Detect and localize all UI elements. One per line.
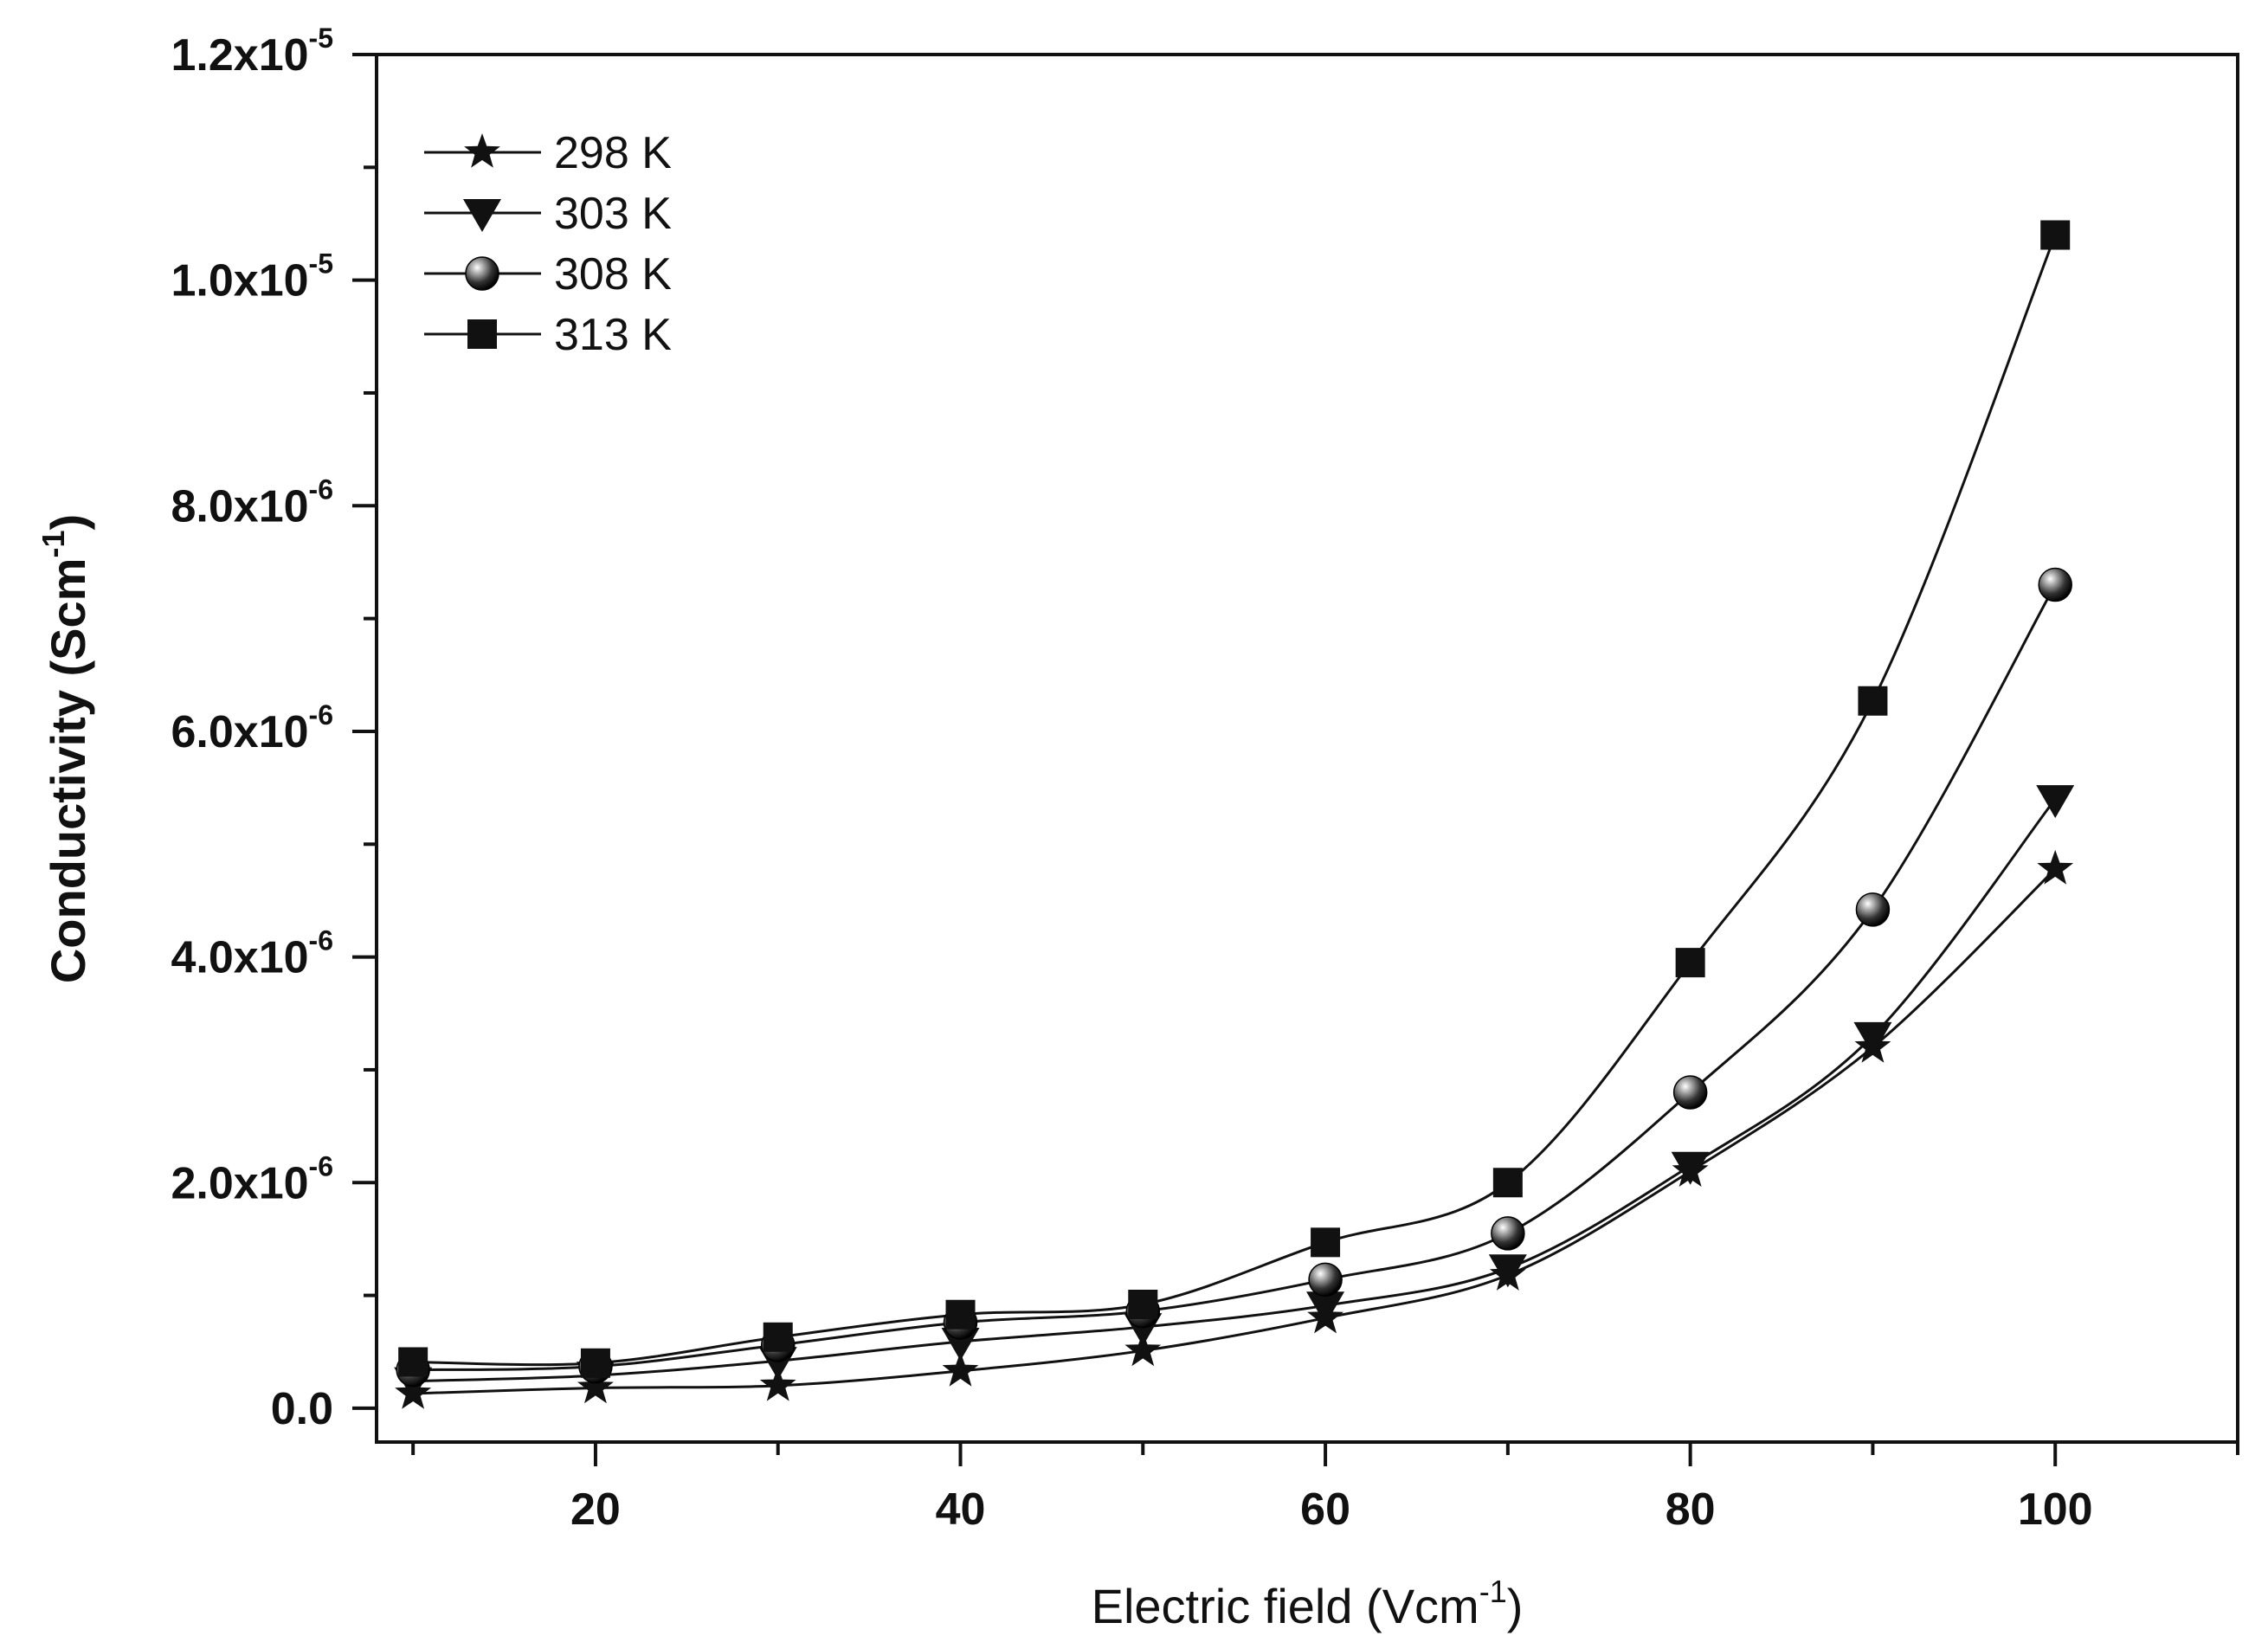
legend-label-298-k: 298 K [554, 128, 672, 178]
point-313-k [945, 1299, 976, 1330]
point-308-k [1491, 1216, 1525, 1251]
point-308-k [1855, 892, 1891, 927]
plot-frame [375, 53, 2239, 1444]
y-tick-label: 1.2x10-5 [171, 23, 334, 80]
x-axis-label: Electric field (Vcm-1) [1092, 1574, 1524, 1633]
point-298-k [1124, 1331, 1162, 1367]
point-308-k [2038, 567, 2072, 602]
legend-marker-313-k [467, 319, 497, 349]
x-axis: 20 40 60 80 100 [411, 1442, 2239, 1535]
point-313-k [1858, 686, 1888, 716]
y-tick-label: 2.0x10-6 [171, 1150, 334, 1208]
point-298-k [759, 1366, 796, 1401]
legend-marker-308-k [465, 256, 499, 291]
point-298-k [942, 1351, 979, 1387]
point-298-k [2037, 849, 2074, 885]
series-line-303-k [413, 798, 2057, 1383]
y-tick-label: 0.0 [271, 1384, 333, 1434]
point-313-k [1128, 1290, 1158, 1320]
data-markers [394, 220, 2075, 1409]
point-308-k [1672, 1075, 1708, 1110]
point-313-k [1675, 948, 1705, 978]
y-axis-label: Conductivity (Scm-1) [35, 514, 95, 983]
series-line-308-k [413, 583, 2057, 1372]
y-tick-label: 8.0x10-6 [171, 473, 334, 531]
y-tick-label: 6.0x10-6 [171, 699, 334, 757]
point-313-k [763, 1322, 793, 1352]
x-tick-label: 100 [2018, 1484, 2093, 1535]
point-313-k [1311, 1227, 1341, 1258]
point-313-k [1492, 1168, 1523, 1198]
x-tick-label: 80 [1666, 1484, 1716, 1535]
legend: 298 K 303 K 308 K 313 K [424, 128, 672, 360]
legend-label-308-k: 308 K [554, 249, 672, 299]
x-tick-label: 20 [570, 1484, 621, 1535]
fit-curves [413, 234, 2057, 1395]
legend-label-303-k: 303 K [554, 189, 672, 239]
legend-marker-303-k [463, 199, 501, 232]
point-303-k [1488, 1254, 1527, 1288]
point-313-k [398, 1347, 428, 1377]
point-313-k [2040, 220, 2071, 250]
point-303-k [1306, 1291, 1345, 1325]
y-axis: 0.0 2.0x10-6 4.0x10-6 6.0x10-6 8.0x10-6 1.0x1… [171, 23, 377, 1434]
legend-label-313-k: 313 K [554, 310, 672, 360]
x-tick-label: 40 [936, 1484, 986, 1535]
point-303-k [1853, 1021, 1892, 1055]
series-line-298-k [413, 867, 2057, 1395]
legend-marker-298-k [464, 133, 500, 168]
point-303-k [1671, 1151, 1710, 1185]
point-303-k [2036, 785, 2075, 819]
series-line-313-k [413, 234, 2057, 1367]
y-tick-label: 4.0x10-6 [171, 925, 334, 983]
point-313-k [580, 1348, 610, 1378]
x-tick-label: 60 [1300, 1484, 1350, 1535]
point-308-k [1308, 1262, 1343, 1298]
y-tick-label: 1.0x10-5 [171, 248, 334, 306]
